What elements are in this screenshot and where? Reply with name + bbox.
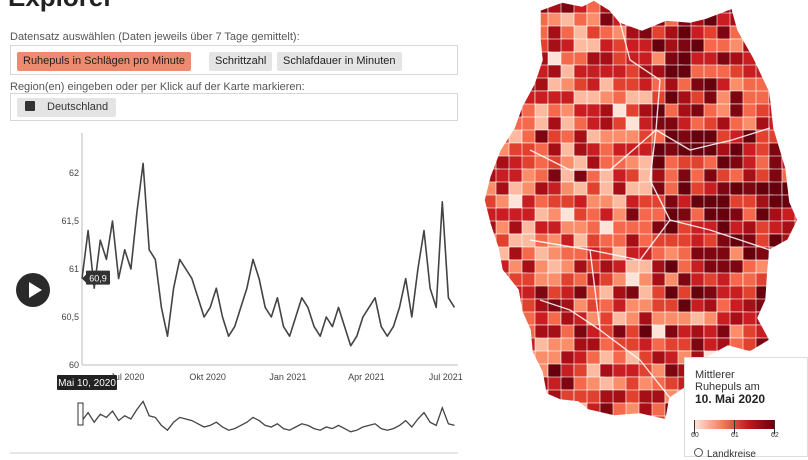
legend-tick-62: 62 (771, 432, 779, 439)
legend-title-line2: Ruhepuls am (695, 381, 760, 393)
dataset-option-schrittzahl[interactable]: Schrittzahl (209, 52, 273, 71)
y-tick-label: 61,5 (61, 216, 79, 226)
page-title: Explorer (8, 0, 114, 13)
state-border (529, 129, 657, 171)
legend-date: 10. Mai 2020 (695, 392, 766, 406)
tooltip-value: 60,9 (89, 274, 107, 284)
dataset-option-schlafdauer[interactable]: Schlafdauer in Minuten (277, 52, 402, 71)
x-tick-label: Jul 2020 (110, 372, 144, 382)
region-chip-label: Deutschland (47, 101, 109, 113)
overview-line (81, 400, 455, 433)
play-icon (29, 282, 42, 298)
state-border (655, 127, 771, 151)
state-border (619, 21, 661, 131)
dataset-label: Datensatz auswählen (Daten jeweils über … (10, 31, 300, 43)
legend-color-scale (695, 420, 775, 429)
region-label: Region(en) eingeben oder per Klick auf d… (10, 81, 305, 93)
state-border (539, 299, 601, 331)
state-border (529, 219, 671, 261)
x-tick-label: Okt 2020 (189, 372, 226, 382)
series-line (81, 162, 456, 347)
value-tooltip: 60,9 (82, 270, 110, 285)
region-color-swatch (25, 101, 35, 111)
line-chart: 60 60,5 61 61,5 62 Jul 2020 Okt 2020 Jan 2021 Ap… (10, 133, 463, 454)
x-tick-label: Jan 2021 (269, 372, 306, 382)
landkreise-radio[interactable]: Landkreise (694, 448, 756, 460)
brush-handle (77, 402, 84, 426)
legend-title-line1: Mittlerer (695, 369, 735, 381)
dataset-option-ruhepuls[interactable]: Ruhepuls in Schlägen pro Minute (17, 52, 192, 71)
radio-icon (694, 448, 703, 457)
x-tick-label: Apr 2021 (348, 372, 385, 382)
y-tick-label: 61 (69, 264, 79, 274)
region-input[interactable]: Deutschland (10, 93, 458, 121)
play-button[interactable] (16, 273, 50, 307)
germany-map[interactable] (470, 0, 808, 455)
map-legend: Mittlerer Ruhepuls am 10. Mai 2020 60 61… (684, 357, 808, 460)
date-marker: Mai 10, 2020 (57, 375, 117, 390)
region-chip-deutschland[interactable]: Deutschland (17, 98, 117, 117)
y-tick-label: 60,5 (61, 312, 79, 322)
y-tick-label: 60 (69, 360, 79, 370)
y-tick-label: 62 (69, 168, 79, 178)
x-tick-label: Jul 2021 (429, 372, 463, 382)
date-marker-label: Mai 10, 2020 (58, 378, 116, 389)
legend-tick-60: 60 (691, 432, 699, 439)
legend-tick-61: 61 (731, 432, 739, 439)
dataset-select[interactable]: Ruhepuls in Schlägen pro Minute Schrittz… (10, 45, 458, 75)
state-border (589, 249, 671, 399)
